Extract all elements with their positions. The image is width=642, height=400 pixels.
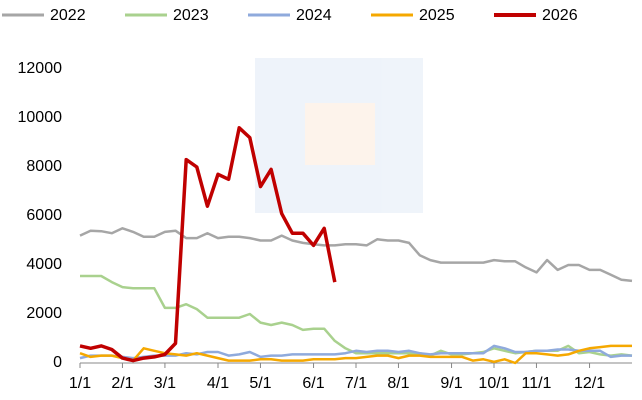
y-tick-label: 6000	[26, 207, 62, 224]
legend-label: 2026	[542, 7, 578, 24]
y-tick-label: 12000	[18, 60, 63, 77]
legend-label: 2024	[296, 7, 332, 24]
x-tick-label: 7/1	[345, 375, 367, 392]
legend-label: 2022	[50, 7, 86, 24]
x-tick-label: 8/1	[387, 375, 409, 392]
x-tick-label: 12/1	[574, 375, 605, 392]
y-tick-label: 2000	[26, 305, 62, 322]
x-tick-label: 3/1	[154, 375, 176, 392]
x-tick-label: 9/1	[440, 375, 462, 392]
x-tick-label: 6/1	[302, 375, 324, 392]
watermark	[255, 58, 423, 213]
line-series	[79, 344, 632, 360]
x-tick-label: 1/1	[69, 375, 91, 392]
legend-label: 2023	[173, 7, 209, 24]
line-series	[79, 227, 633, 283]
y-tick-label: 8000	[26, 158, 62, 175]
y-tick-label: 10000	[18, 109, 63, 126]
x-tick-label: 10/1	[478, 375, 509, 392]
legend-label: 2025	[419, 7, 455, 24]
x-tick-label: 4/1	[207, 375, 229, 392]
line-series	[79, 344, 632, 365]
line-series	[79, 126, 337, 363]
y-tick-label: 0	[53, 354, 62, 371]
x-tick-label: 5/1	[249, 375, 271, 392]
line-series	[80, 274, 633, 357]
x-tick-label: 2/1	[111, 375, 133, 392]
y-tick-label: 4000	[26, 256, 62, 273]
x-tick-label: 11/1	[521, 375, 551, 392]
